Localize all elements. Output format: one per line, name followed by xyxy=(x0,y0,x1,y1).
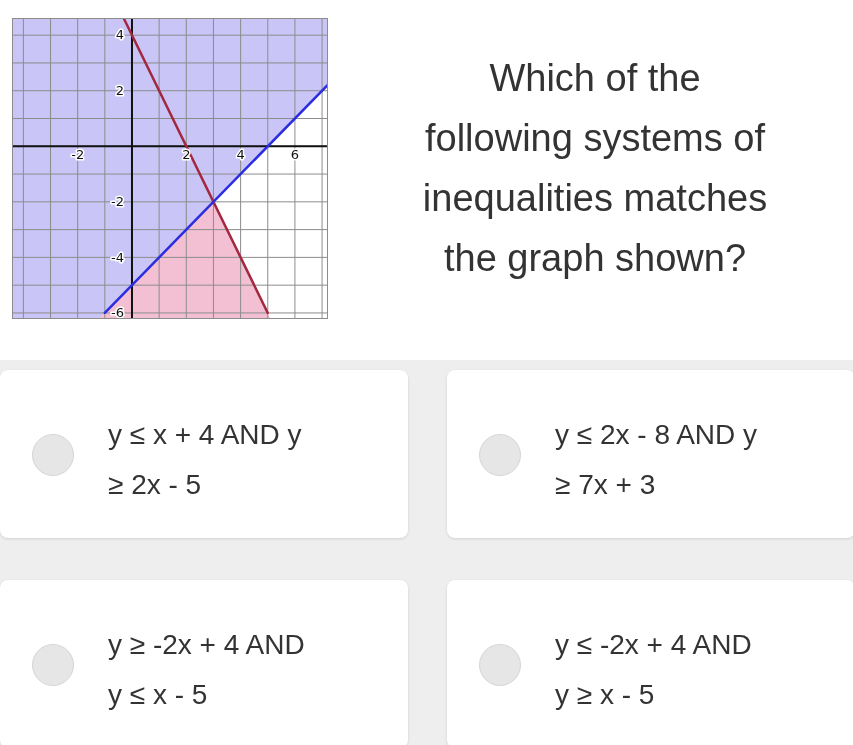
html-text:the graph shown?: the graph shown? xyxy=(443,237,746,279)
html-text:y ≥ x - 5: y ≥ x - 5 xyxy=(555,679,655,710)
html-text:y ≤ x - 5: y ≤ x - 5 xyxy=(108,679,208,710)
html-text:y ≤ 2x - 8 AND y: y ≤ 2x - 8 AND y xyxy=(555,419,758,450)
svg-text:-4: -4 xyxy=(111,250,124,265)
html-text:following systems of: following systems of xyxy=(425,117,765,159)
html-text:y ≤ -2x + 4 AND: y ≤ -2x + 4 AND xyxy=(555,629,752,660)
html-text:y ≤ x + 4 AND y: y ≤ x + 4 AND y xyxy=(108,419,302,450)
html-text:inequalities matches: inequalities matches xyxy=(422,177,768,219)
html-text:≥ 7x + 3: ≥ 7x + 3 xyxy=(555,469,656,500)
svg-text:-2: -2 xyxy=(71,147,84,162)
svg-text:-6: -6 xyxy=(111,305,124,320)
html-text:y ≥ -2x + 4 AND: y ≥ -2x + 4 AND xyxy=(108,629,305,660)
svg-text:2: 2 xyxy=(182,147,190,162)
svg-text:2: 2 xyxy=(116,83,124,98)
html-text:≥ 2x - 5: ≥ 2x - 5 xyxy=(108,469,202,500)
html-text:Which of the: Which of the xyxy=(489,57,701,99)
svg-text:6: 6 xyxy=(291,147,299,162)
svg-text:4: 4 xyxy=(116,27,124,42)
svg-text:-2: -2 xyxy=(111,194,124,209)
svg-text:4: 4 xyxy=(236,147,244,162)
